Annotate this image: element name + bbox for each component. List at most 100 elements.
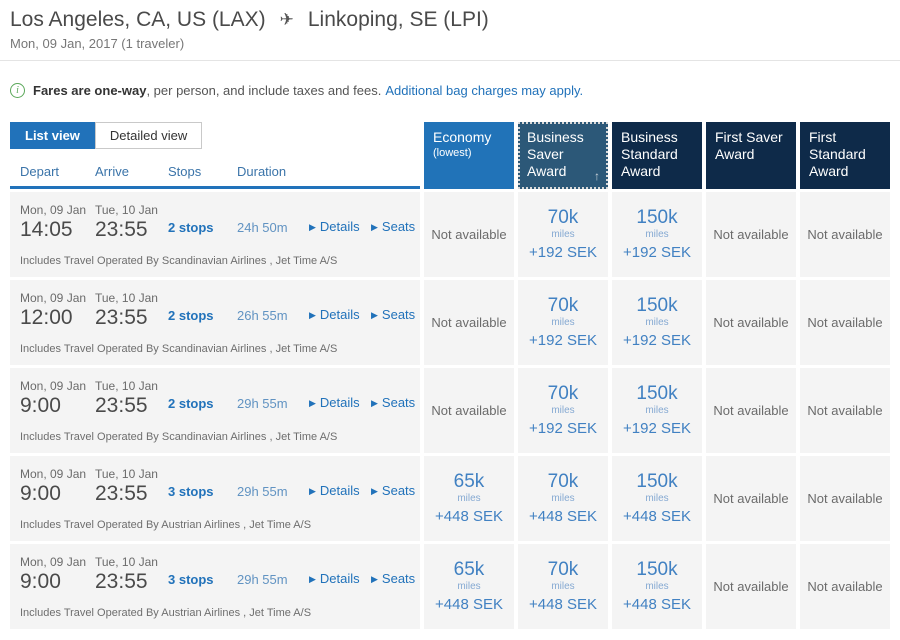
taxes-value: +448 SEK: [623, 595, 691, 613]
column-header-duration: Duration: [237, 164, 287, 179]
miles-value: 150k: [636, 383, 678, 405]
miles-value: 150k: [636, 295, 678, 317]
stops-cell: 2 stops: [168, 395, 237, 416]
award-fare-cell[interactable]: 70k miles +448 SEK: [518, 456, 608, 541]
not-available-label: Not available: [431, 227, 507, 242]
fare-column-label: Business Saver Award: [527, 129, 584, 179]
fare-column-header[interactable]: First Saver Award: [706, 122, 796, 189]
seats-cell: ▶ Seats: [371, 482, 415, 504]
seats-link[interactable]: ▶ Seats: [371, 571, 415, 586]
depart-time: 9:00: [20, 570, 61, 593]
arrive-cell: Tue, 10 Jan 23:55: [95, 291, 168, 328]
seats-link[interactable]: ▶ Seats: [371, 307, 415, 322]
fare-column-header[interactable]: First Standard Award: [800, 122, 890, 189]
miles-label: miles: [645, 228, 669, 240]
details-link[interactable]: ▶ Details: [309, 483, 360, 498]
details-link[interactable]: ▶ Details: [309, 395, 360, 410]
operated-by-text: Includes Travel Operated By Scandinavian…: [20, 255, 338, 267]
seats-link[interactable]: ▶ Seats: [371, 395, 415, 410]
award-fare-cell[interactable]: 150k miles +448 SEK: [612, 544, 702, 629]
arrive-date: Tue, 10 Jan: [95, 467, 158, 481]
miles-label: miles: [645, 492, 669, 504]
tab-list-view[interactable]: List view: [10, 122, 95, 149]
left-header-panel: List view Detailed view Depart Arrive St…: [10, 122, 420, 189]
miles-value: 70k: [547, 207, 579, 229]
seats-link[interactable]: ▶ Seats: [371, 483, 415, 498]
award-fare-cell[interactable]: 70k miles +448 SEK: [518, 544, 608, 629]
arrive-cell: Tue, 10 Jan 23:55: [95, 555, 168, 592]
flight-main-line: Mon, 09 Jan 9:00 Tue, 10 Jan 23:55 3 stops 29…: [20, 467, 420, 504]
fare-column-label: First Saver Award: [715, 129, 783, 162]
bag-charges-link[interactable]: Additional bag charges may apply.: [385, 83, 584, 98]
not-available-label: Not available: [807, 579, 883, 594]
fare-column-header[interactable]: Business Standard Award: [612, 122, 702, 189]
triangle-right-icon: ▶: [309, 222, 316, 232]
miles-label: miles: [645, 404, 669, 416]
not-available-label: Not available: [713, 579, 789, 594]
award-fare-cell[interactable]: 70k miles +192 SEK: [518, 280, 608, 365]
unavailable-fare-cell: Not available: [800, 192, 890, 277]
miles-label: miles: [551, 492, 575, 504]
depart-cell: Mon, 09 Jan 12:00: [20, 291, 95, 328]
tab-detailed-view[interactable]: Detailed view: [94, 122, 203, 149]
unavailable-fare-cell: Not available: [800, 280, 890, 365]
arrive-cell: Tue, 10 Jan 23:55: [95, 203, 168, 240]
fare-column-header[interactable]: Business Saver Award ↑: [518, 122, 608, 189]
stops-link[interactable]: 3 stops: [168, 484, 214, 499]
depart-date: Mon, 09 Jan: [20, 203, 87, 217]
details-link[interactable]: ▶ Details: [309, 219, 360, 234]
triangle-right-icon: ▶: [371, 398, 378, 408]
arrive-cell: Tue, 10 Jan 23:55: [95, 379, 168, 416]
award-fare-cell[interactable]: 70k miles +192 SEK: [518, 192, 608, 277]
seats-cell: ▶ Seats: [371, 306, 415, 328]
award-fare-cell[interactable]: 150k miles +192 SEK: [612, 280, 702, 365]
stops-link[interactable]: 2 stops: [168, 308, 214, 323]
taxes-value: +192 SEK: [529, 243, 597, 261]
details-link[interactable]: ▶ Details: [309, 571, 360, 586]
details-link[interactable]: ▶ Details: [309, 307, 360, 322]
duration-cell: 29h 55m: [237, 483, 309, 504]
duration-value: 24h 50m: [237, 220, 288, 235]
fare-notice-text: Fares are one-way, per person, and inclu…: [33, 83, 381, 98]
arrive-date: Tue, 10 Jan: [95, 291, 158, 305]
flight-row: Mon, 09 Jan 9:00 Tue, 10 Jan 23:55 3 stops 29…: [10, 544, 890, 629]
arrive-time: 23:55: [95, 306, 148, 329]
fare-column-header[interactable]: Economy (lowest): [424, 122, 514, 189]
details-cell: ▶ Details: [309, 306, 371, 328]
arrive-time: 23:55: [95, 570, 148, 593]
seats-link[interactable]: ▶ Seats: [371, 219, 415, 234]
details-link-label: Details: [319, 483, 360, 498]
unavailable-fare-cell: Not available: [800, 544, 890, 629]
sort-ascending-icon[interactable]: ↑: [594, 168, 600, 183]
destination-airport: Linkoping, SE (LPI): [307, 8, 489, 31]
stops-link[interactable]: 2 stops: [168, 396, 214, 411]
seats-link-label: Seats: [381, 219, 416, 234]
triangle-right-icon: ▶: [371, 486, 378, 496]
stops-link[interactable]: 2 stops: [168, 220, 214, 235]
award-fare-cell[interactable]: 65k miles +448 SEK: [424, 456, 514, 541]
award-fare-cell[interactable]: 150k miles +448 SEK: [612, 456, 702, 541]
arrive-time: 23:55: [95, 218, 148, 241]
miles-value: 150k: [636, 207, 678, 229]
taxes-value: +192 SEK: [623, 243, 691, 261]
award-fare-cell[interactable]: 150k miles +192 SEK: [612, 192, 702, 277]
fare-column-label: Business Standard Award: [621, 129, 678, 179]
unavailable-fare-cell: Not available: [706, 280, 796, 365]
miles-value: 65k: [453, 559, 485, 581]
unavailable-fare-cell: Not available: [800, 368, 890, 453]
details-link-label: Details: [319, 395, 360, 410]
award-fare-cell[interactable]: 65k miles +448 SEK: [424, 544, 514, 629]
award-fare-cell[interactable]: 70k miles +192 SEK: [518, 368, 608, 453]
miles-label: miles: [551, 316, 575, 328]
arrive-date: Tue, 10 Jan: [95, 203, 158, 217]
triangle-right-icon: ▶: [309, 486, 316, 496]
not-available-label: Not available: [807, 403, 883, 418]
seats-cell: ▶ Seats: [371, 570, 415, 592]
stops-link[interactable]: 3 stops: [168, 572, 214, 587]
arrive-time: 23:55: [95, 394, 148, 417]
miles-value: 70k: [547, 383, 579, 405]
operated-by-text: Includes Travel Operated By Austrian Air…: [20, 607, 312, 619]
depart-cell: Mon, 09 Jan 9:00: [20, 555, 95, 592]
stops-cell: 2 stops: [168, 219, 237, 240]
award-fare-cell[interactable]: 150k miles +192 SEK: [612, 368, 702, 453]
